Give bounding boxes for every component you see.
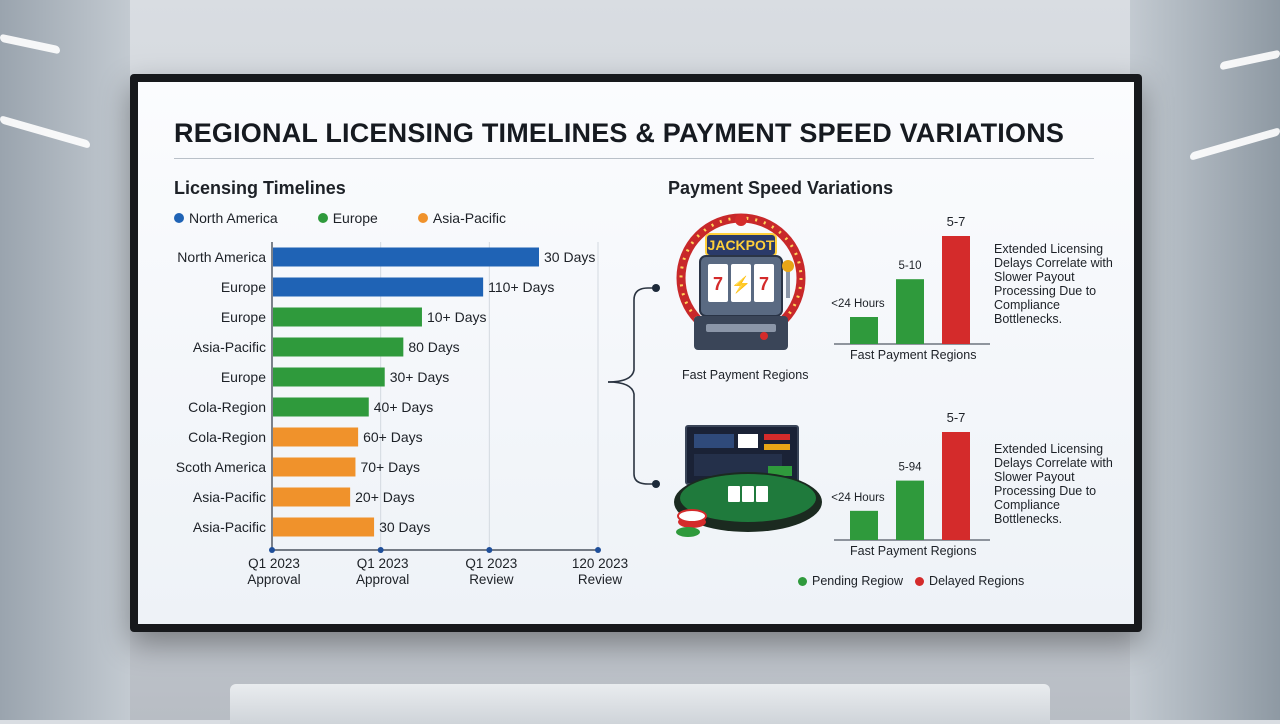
bar xyxy=(942,432,970,540)
licensing-bar-chart: North America 30 Days Europe 110+ Days Europ… xyxy=(176,242,628,587)
legend-swatch xyxy=(798,576,807,586)
legend-swatch xyxy=(417,213,428,223)
legend-label: Europe xyxy=(332,210,378,226)
slot-reel-1: 7 xyxy=(713,274,723,294)
category-label: Cola-Region xyxy=(188,429,266,445)
x-tick-label: Review xyxy=(578,572,623,587)
legend-item-europe: Europe xyxy=(317,210,378,226)
licensing-legend: North America Europe Asia-Pacific xyxy=(174,210,506,226)
conference-table xyxy=(230,684,1050,724)
legend-item-asia-pacific: Asia-Pacific xyxy=(417,210,506,226)
value-label: 70+ Days xyxy=(360,459,420,475)
payment-bar-chart-top: <24 Hours 5-10 5-7 xyxy=(831,214,990,345)
payment-caption-bottom: Fast Payment Regions xyxy=(850,544,977,558)
value-label: 110+ Days xyxy=(488,279,554,295)
value-label: 10+ Days xyxy=(427,309,487,325)
x-tick-label: Q1 2023 xyxy=(465,556,517,571)
x-tick-label: 120 2023 xyxy=(572,556,628,571)
slot-caption: Fast Payment Regions xyxy=(682,368,809,382)
slot-reel-3: 7 xyxy=(759,274,769,294)
note-top: Extended Licensing Delays Correlate with… xyxy=(994,242,1113,326)
bar xyxy=(850,510,878,540)
category-label: Asia-Pacific xyxy=(193,519,266,535)
bar xyxy=(896,480,924,540)
bar xyxy=(273,457,356,477)
x-tick-label: Approval xyxy=(247,572,300,587)
value-label: <24 Hours xyxy=(831,492,885,504)
value-label: 40+ Days xyxy=(374,399,434,415)
payment-bar-chart-bottom: <24 Hours 5-94 5-7 xyxy=(831,410,990,541)
bar xyxy=(273,517,375,537)
legend-item-delayed: Delayed Regions xyxy=(915,574,1024,588)
value-label: 30+ Days xyxy=(390,369,450,385)
category-label: Asia-Pacific xyxy=(193,339,266,355)
tv-display: REGIONAL LICENSING TIMELINES & PAYMENT S… xyxy=(130,74,1142,632)
presentation-screen: REGIONAL LICENSING TIMELINES & PAYMENT S… xyxy=(138,82,1134,624)
page-title: REGIONAL LICENSING TIMELINES & PAYMENT S… xyxy=(174,118,1065,148)
bar xyxy=(273,397,369,417)
slot-jackpot-sign: JACKPOT xyxy=(708,237,775,253)
legend-item-pending: Pending Regiow xyxy=(798,574,903,588)
licensing-section-title: Licensing Timelines xyxy=(174,178,346,198)
room-wall-left xyxy=(0,0,130,720)
legend-label: Delayed Regions xyxy=(929,574,1025,588)
bar xyxy=(850,317,878,344)
category-label: Europe xyxy=(221,369,266,385)
connector-bracket xyxy=(607,284,660,488)
x-tick-label: Q1 2023 xyxy=(357,556,409,571)
x-tick-label: Review xyxy=(469,572,514,587)
bar xyxy=(273,277,484,297)
bar xyxy=(273,487,351,507)
x-tick-marker xyxy=(486,547,493,553)
title-divider xyxy=(174,158,1094,159)
legend-label: North America xyxy=(189,210,278,226)
value-label: 30 Days xyxy=(379,519,430,535)
x-tick-marker xyxy=(377,547,384,553)
x-tick-label: Q1 2023 xyxy=(248,556,300,571)
value-label: 5-7 xyxy=(947,214,966,229)
category-label: Europe xyxy=(221,309,266,325)
legend-swatch xyxy=(915,576,925,586)
slot-machine-icon: JACKPOT 7 ⚡ 7 xyxy=(676,213,806,350)
legend-label: Asia-Pacific xyxy=(432,210,506,226)
x-tick-label: Approval xyxy=(356,572,409,587)
value-label: 5-94 xyxy=(898,462,922,474)
bar xyxy=(273,367,385,387)
value-label: 80 Days xyxy=(408,339,459,355)
payment-section-title: Payment Speed Variations xyxy=(668,178,894,198)
value-label: 20+ Days xyxy=(355,489,415,505)
room-wall-right xyxy=(1130,0,1280,720)
value-label: <24 Hours xyxy=(831,298,885,310)
bar xyxy=(273,337,404,357)
poker-table-icon xyxy=(674,425,822,537)
x-tick-marker xyxy=(269,547,275,553)
note-bottom: Extended Licensing Delays Correlate with… xyxy=(994,442,1113,526)
bar xyxy=(273,307,422,327)
legend-label: Pending Regiow xyxy=(812,574,904,588)
bar xyxy=(273,427,359,447)
legend-swatch xyxy=(317,213,328,223)
category-label: Scoth America xyxy=(176,459,266,475)
payment-legend: Pending Regiow Delayed Regions xyxy=(798,574,1024,588)
legend-item-north-america: North America xyxy=(174,210,278,226)
category-label: Asia-Pacific xyxy=(193,489,266,505)
bar xyxy=(273,247,539,267)
bar xyxy=(942,236,970,344)
payment-caption-top: Fast Payment Regions xyxy=(850,348,977,362)
value-label: 30 Days xyxy=(544,249,595,265)
x-tick-marker xyxy=(595,547,601,553)
slot-reel-2: ⚡ xyxy=(731,275,751,294)
value-label: 60+ Days xyxy=(363,429,423,445)
value-label: 5-10 xyxy=(898,260,921,272)
legend-swatch xyxy=(174,213,184,223)
category-label: Cola-Region xyxy=(188,399,266,415)
value-label: 5-7 xyxy=(947,410,966,425)
bar xyxy=(896,279,924,344)
category-label: Europe xyxy=(221,279,266,295)
category-label: North America xyxy=(177,249,266,265)
